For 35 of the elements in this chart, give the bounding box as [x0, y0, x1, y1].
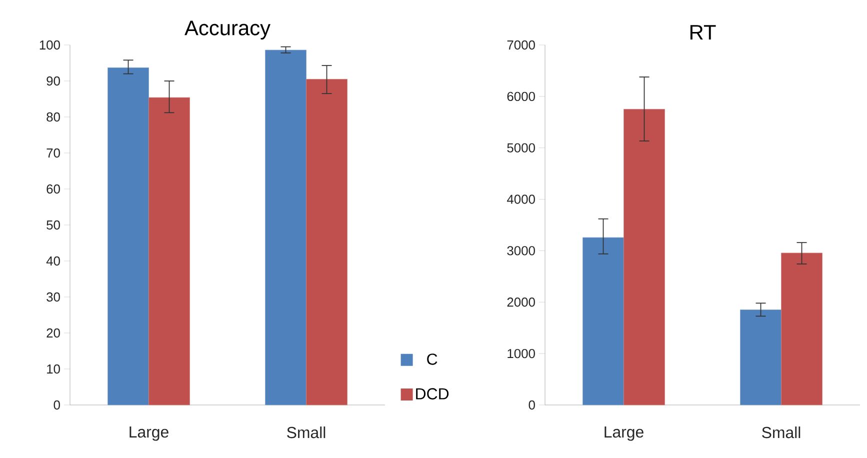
- y-tick-label: 80: [46, 112, 60, 122]
- bar: [148, 97, 190, 406]
- x-tick-label: Small: [287, 426, 326, 438]
- y-tick-label: 4000: [506, 194, 535, 204]
- y-tick-label: 7000: [507, 40, 535, 50]
- y-tick-label: 0: [54, 400, 60, 410]
- y-tick-label: 30: [46, 292, 60, 302]
- y-tick-label: 3000: [507, 246, 535, 256]
- y-tick-label: 40: [46, 256, 60, 266]
- bar: [624, 108, 665, 406]
- bar: [781, 252, 822, 406]
- y-tick-label: 2000: [507, 298, 535, 307]
- legend-label: C: [427, 354, 438, 365]
- legend-label: DCD: [416, 388, 449, 400]
- y-tick-label: 70: [46, 148, 60, 158]
- y-tick-label: 90: [46, 76, 60, 86]
- x-tick-label: Large: [130, 426, 168, 441]
- y-tick-label: 1000: [508, 348, 535, 358]
- y-tick-label: 60: [46, 184, 60, 194]
- chart-title: RT: [690, 25, 716, 40]
- bar: [306, 78, 348, 406]
- y-tick-label: 20: [46, 328, 60, 338]
- y-tick-label: 50: [46, 220, 60, 230]
- y-tick-label: 100: [40, 40, 60, 50]
- chart-title: Accuracy: [184, 20, 270, 40]
- bar: [582, 237, 624, 406]
- x-tick-label: Large: [604, 426, 644, 441]
- bar: [740, 310, 782, 406]
- y-tick-label: 10: [47, 364, 60, 374]
- y-tick-label: 6000: [507, 92, 535, 101]
- bar: [108, 67, 149, 406]
- x-tick-label: Small: [762, 426, 800, 438]
- y-tick-label: 5000: [507, 143, 535, 152]
- bar: [265, 50, 306, 406]
- y-tick-label: 0: [528, 400, 535, 410]
